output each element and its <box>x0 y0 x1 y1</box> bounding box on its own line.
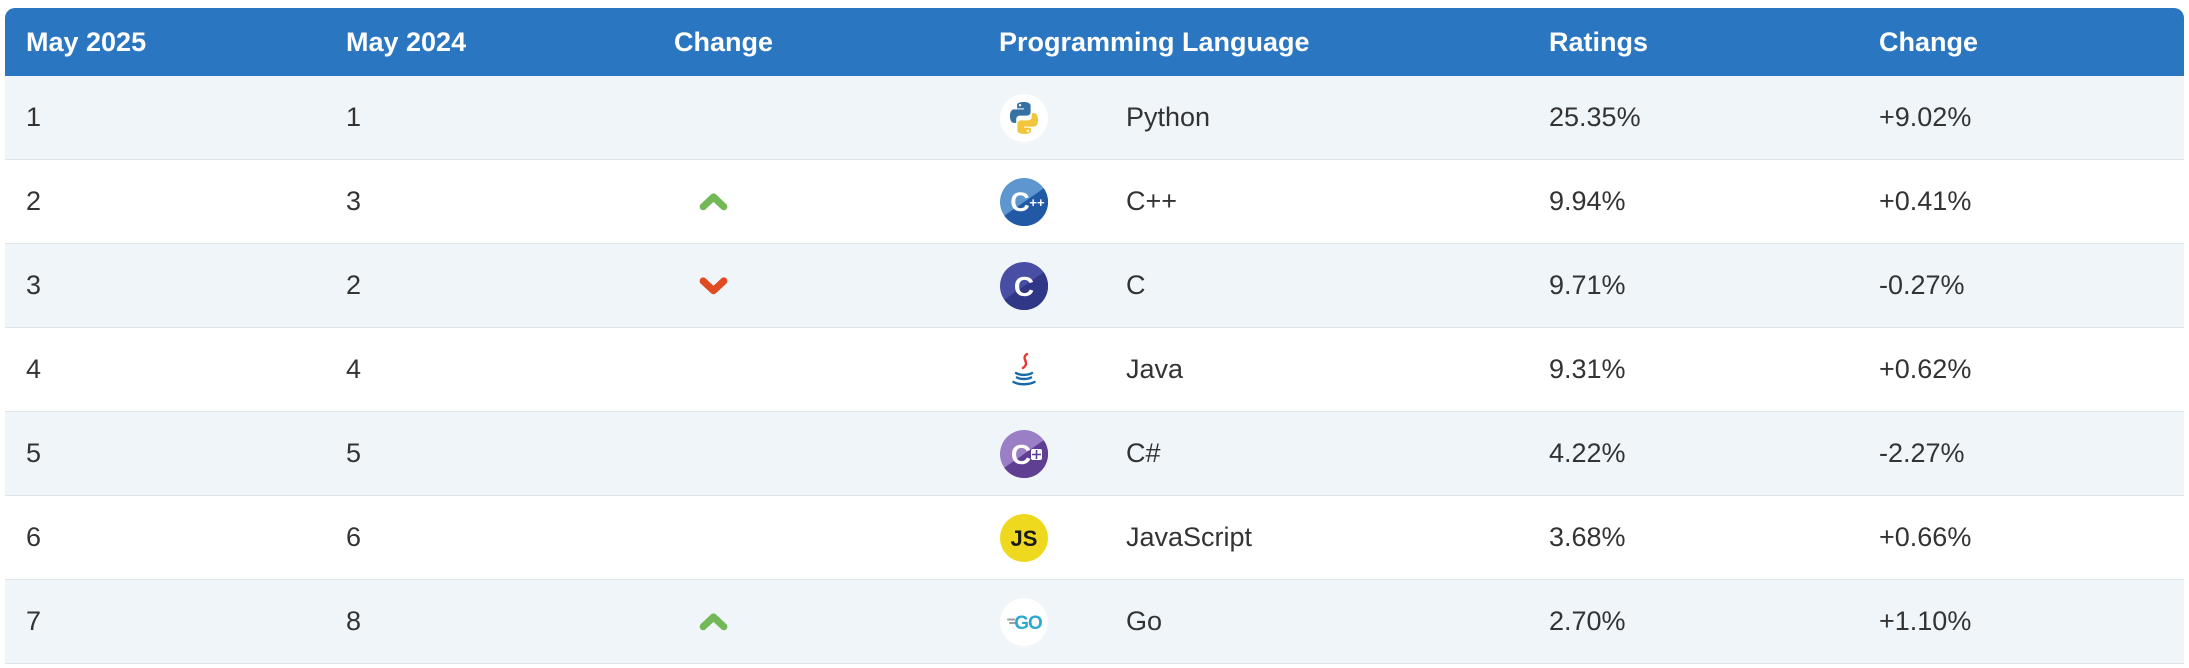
language-cell: Java <box>978 345 1528 394</box>
rank-may-2025: 1 <box>26 102 42 132</box>
arrow-down-icon <box>698 275 729 296</box>
rank-may-2024: 8 <box>346 606 362 636</box>
rank-may-2025: 6 <box>26 522 42 552</box>
rank-may-2024: 3 <box>346 186 362 216</box>
ratings-value: 2.70% <box>1549 606 1626 636</box>
language-cell: JS JavaScript <box>978 513 1528 562</box>
ratings-value: 3.68% <box>1549 522 1626 552</box>
ratings-value: 9.31% <box>1549 354 1626 384</box>
go-icon: GO <box>1000 597 1048 646</box>
rank-may-2024: 4 <box>346 354 362 384</box>
rank-may-2024: 5 <box>346 438 362 468</box>
svg-text:GO: GO <box>1014 613 1042 634</box>
language-cell: Python <box>978 93 1528 142</box>
table-row: 7 8 GO Go 2.70% +1.10% <box>5 580 2184 664</box>
language-cell: C C# <box>978 429 1528 478</box>
table-body: 1 1 Python 25.35% +9.02% 2 3 C ++ C++ 9.94% +0.41% 3… <box>5 76 2184 664</box>
ratings-change-value: -0.27% <box>1879 270 1965 300</box>
language-name: C# <box>1126 438 1161 468</box>
ratings-value: 4.22% <box>1549 438 1626 468</box>
rank-may-2025: 3 <box>26 270 42 300</box>
ratings-change-value: +0.66% <box>1879 522 1972 552</box>
cpp-icon: C ++ <box>1000 177 1048 226</box>
rank-may-2024: 6 <box>346 522 362 552</box>
arrow-up-icon <box>698 611 729 632</box>
ratings-change-value: +0.62% <box>1879 354 1972 384</box>
svg-text:C: C <box>1011 439 1031 470</box>
svg-text:C: C <box>1014 271 1034 302</box>
header-position-change: Change <box>674 26 774 57</box>
svg-text:JS: JS <box>1011 526 1038 551</box>
position-change-cell <box>653 275 978 296</box>
language-name: JavaScript <box>1126 522 1253 552</box>
ratings-value: 9.94% <box>1549 186 1626 216</box>
position-change-cell <box>653 191 978 212</box>
header-rank-now: May 2025 <box>26 26 147 57</box>
rank-may-2024: 1 <box>346 102 362 132</box>
ratings-change-value: +9.02% <box>1879 102 1972 132</box>
language-name: C <box>1126 270 1146 300</box>
ratings-value: 25.35% <box>1549 102 1641 132</box>
table-row: 6 6 JS JavaScript 3.68% +0.66% <box>5 496 2184 580</box>
ratings-value: 9.71% <box>1549 270 1626 300</box>
header-ratings-change: Change <box>1879 26 1979 57</box>
java-icon <box>1000 345 1048 394</box>
ratings-change-value: +1.10% <box>1879 606 1972 636</box>
language-name: Java <box>1126 354 1184 384</box>
table-header-row: May 2025 May 2024 Change Programming Lan… <box>5 8 2184 76</box>
ratings-change-value: -2.27% <box>1879 438 1965 468</box>
language-ranking-table: May 2025 May 2024 Change Programming Lan… <box>5 8 2184 664</box>
header-language: Programming Language <box>999 26 1310 57</box>
csharp-icon: C <box>1000 429 1048 478</box>
rank-may-2025: 2 <box>26 186 42 216</box>
table-row: 3 2 C C 9.71% -0.27% <box>5 244 2184 328</box>
header-rank-prev: May 2024 <box>346 26 467 57</box>
language-name: Python <box>1126 102 1211 132</box>
language-name: Go <box>1126 606 1163 636</box>
language-cell: C ++ C++ <box>978 177 1528 226</box>
header-ratings: Ratings <box>1549 26 1649 57</box>
svg-text:++: ++ <box>1029 195 1045 210</box>
table-row: 2 3 C ++ C++ 9.94% +0.41% <box>5 160 2184 244</box>
arrow-up-icon <box>698 191 729 212</box>
svg-text:C: C <box>1010 187 1030 217</box>
rank-may-2025: 7 <box>26 606 42 636</box>
language-cell: GO Go <box>978 597 1528 646</box>
python-icon <box>1000 93 1048 142</box>
c-icon: C <box>1000 261 1048 310</box>
rank-may-2024: 2 <box>346 270 362 300</box>
language-name: C++ <box>1126 186 1178 216</box>
table-row: 5 5 C C# 4.22% -2.27% <box>5 412 2184 496</box>
javascript-icon: JS <box>1000 513 1048 562</box>
table-row: 1 1 Python 25.35% +9.02% <box>5 76 2184 160</box>
rank-may-2025: 5 <box>26 438 42 468</box>
rank-may-2025: 4 <box>26 354 42 384</box>
ratings-change-value: +0.41% <box>1879 186 1972 216</box>
table-row: 4 4 Java 9.31% +0.62% <box>5 328 2184 412</box>
position-change-cell <box>653 611 978 632</box>
